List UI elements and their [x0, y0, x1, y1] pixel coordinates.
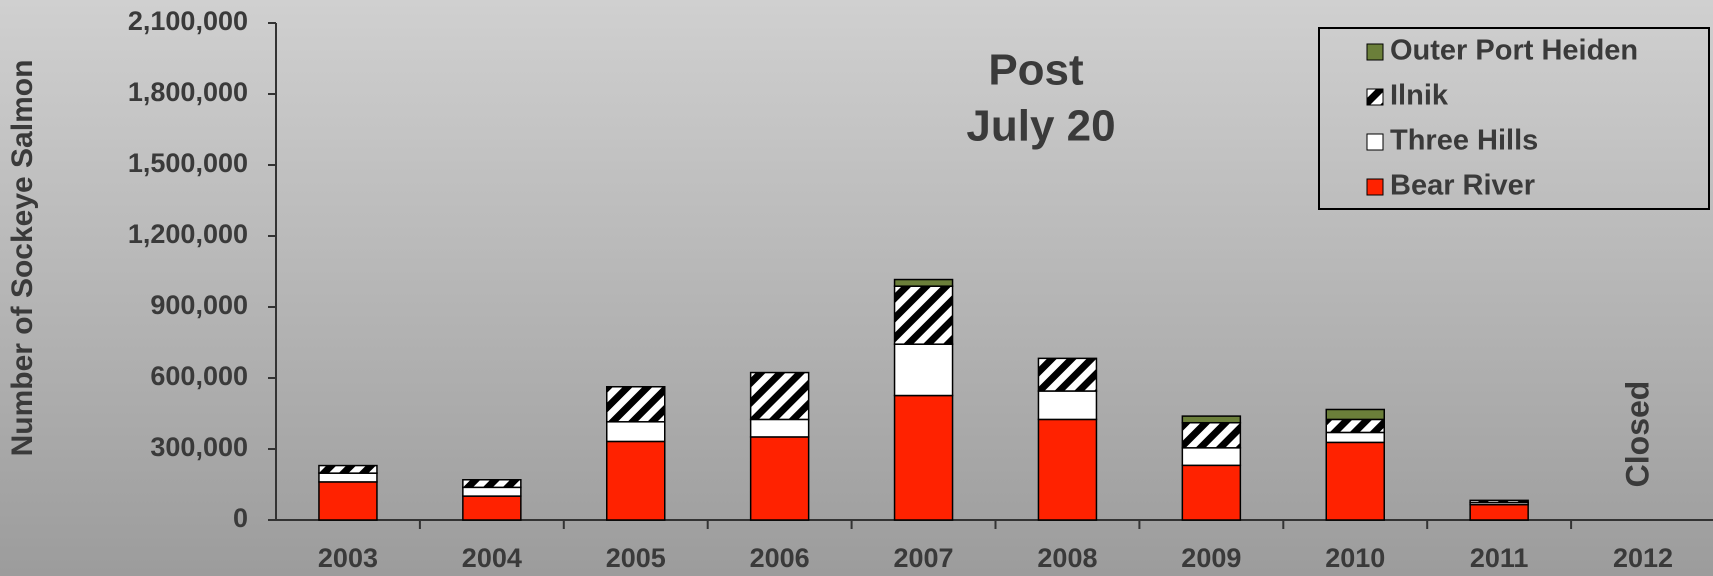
bar-segment [1325, 408, 1385, 421]
bar-segment [749, 418, 810, 438]
x-tick-label: 2003 [318, 543, 378, 573]
legend-label: Ilnik [1390, 80, 1449, 112]
y-tick-label: 1,200,000 [128, 219, 248, 249]
annotation: July 20 [966, 102, 1115, 151]
y-axis-label: Number of Sockeye Salmon [6, 60, 39, 457]
y-tick-label: 300,000 [150, 432, 248, 462]
bar-segment [606, 421, 666, 443]
x-tick-label: 2012 [1613, 543, 1673, 573]
x-tick-label: 2009 [1181, 543, 1241, 573]
bar-segment [893, 394, 954, 521]
legend-label: Three Hills [1390, 125, 1538, 157]
bar-segment [1037, 390, 1098, 421]
bar-segment [1037, 418, 1098, 521]
y-tick-label: 600,000 [150, 361, 248, 391]
bar-segment [318, 472, 378, 483]
legend-swatch [1366, 133, 1384, 151]
bar-segment [893, 278, 954, 287]
bar-segment [606, 386, 666, 423]
bar-segment [1325, 441, 1385, 521]
bar-segment [462, 486, 522, 497]
x-tick-label: 2004 [462, 543, 522, 573]
bar-segment [1181, 421, 1242, 449]
legend-swatch [1366, 178, 1384, 196]
bar-segment [606, 440, 666, 521]
legend-box [1318, 27, 1710, 210]
bar-segment [1325, 431, 1385, 444]
legend-label: Outer Port Heiden [1390, 35, 1638, 67]
x-tick-label: 2007 [894, 543, 954, 573]
x-tick-label: 2006 [750, 543, 810, 573]
bar-segment [318, 481, 378, 521]
y-tick-label: 900,000 [150, 290, 248, 320]
bar-segment [462, 479, 522, 489]
x-tick-label: 2010 [1325, 543, 1385, 573]
y-tick-label: 1,800,000 [128, 77, 248, 107]
y-tick-label: 1,500,000 [128, 148, 248, 178]
bar-segment [462, 495, 522, 521]
x-tick-label: 2008 [1037, 543, 1097, 573]
bar-segment [1181, 415, 1242, 424]
annotation: Post [988, 46, 1084, 95]
bar-segment [1037, 357, 1098, 392]
annotation: Closed [1619, 381, 1655, 488]
bar-segment [893, 285, 954, 345]
bar-segment [749, 371, 810, 421]
bar-segment [1469, 503, 1529, 521]
bar-segment [1181, 464, 1242, 521]
bar-segment [1469, 499, 1529, 504]
x-tick-label: 2011 [1470, 543, 1529, 573]
y-tick-label: 0 [233, 503, 248, 533]
x-tick-label: 2005 [606, 543, 666, 573]
legend-swatch [1366, 43, 1384, 61]
bar-segment [893, 343, 954, 397]
legend-swatch [1366, 88, 1384, 106]
y-tick-label: 2,100,000 [128, 6, 248, 36]
bar-segment [1181, 447, 1242, 467]
legend-label: Bear River [1390, 170, 1535, 202]
bar-segment [318, 464, 378, 474]
bar-segment [1325, 418, 1385, 434]
bar-segment [749, 436, 810, 521]
